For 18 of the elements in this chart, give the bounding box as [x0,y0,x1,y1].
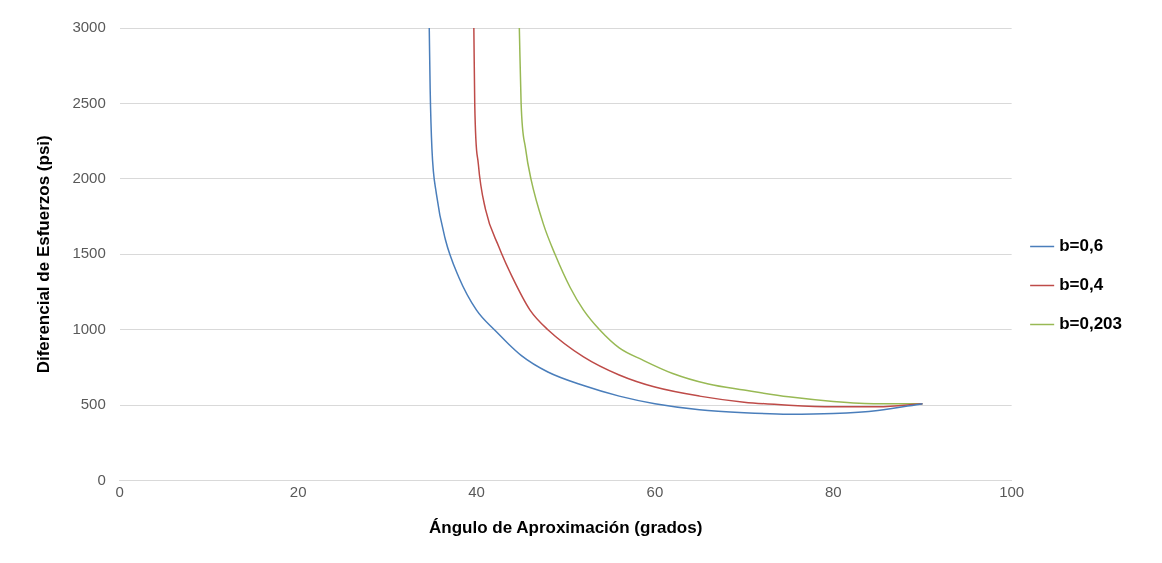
y-tick-label: 1000 [72,319,106,337]
x-axis-title: Ángulo de Aproximación (grados) [429,518,703,538]
y-tick-label: 3000 [72,18,106,36]
y-tick-label: 500 [80,395,106,413]
legend-label: b=0,6 [1059,236,1104,256]
x-tick-label: 60 [646,482,664,500]
x-tick-label: 80 [824,482,842,500]
x-tick-label: 100 [999,482,1025,500]
x-tick-label: 0 [115,482,124,500]
y-tick-label: 2000 [72,169,106,187]
legend-label: b=0,203 [1059,314,1123,334]
y-axis-title: Diferencial de Esfuerzos (psi) [33,135,53,374]
legend-label: b=0,4 [1059,275,1104,295]
x-tick-label: 20 [289,482,307,500]
y-tick-label: 1500 [72,244,106,262]
y-tick-label: 0 [97,470,106,488]
y-tick-label: 2500 [72,93,106,111]
x-tick-label: 40 [468,482,485,500]
